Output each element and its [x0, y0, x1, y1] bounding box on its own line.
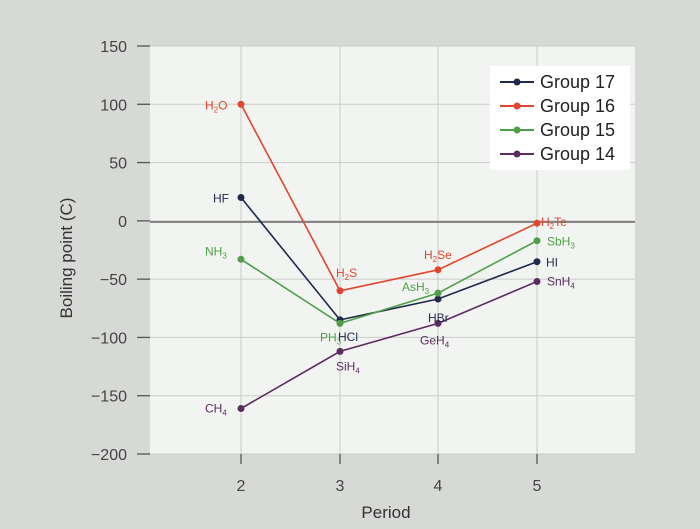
y-tick-label: −200	[91, 447, 127, 464]
point-label: NH3	[205, 244, 227, 260]
y-axis-title: Boiling point (C)	[57, 198, 76, 319]
data-point	[533, 237, 541, 245]
data-point	[533, 219, 541, 227]
point-label: H2Te	[541, 215, 567, 231]
legend-swatch-point	[513, 102, 521, 110]
point-label: HI	[546, 256, 558, 270]
legend-label: Group 17	[540, 72, 615, 92]
point-label: SbH3	[547, 235, 575, 251]
series-line-group-17	[240, 196, 538, 321]
series-line-group-15	[240, 239, 538, 325]
data-point	[533, 258, 541, 266]
point-label: SnH4	[547, 275, 575, 291]
point-label: CH4	[205, 402, 227, 418]
x-axis: 2 3 4 5	[237, 454, 542, 495]
x-tick-label: 4	[434, 478, 443, 495]
legend-label: Group 15	[540, 120, 615, 140]
data-point	[336, 287, 344, 295]
y-tick-label: 100	[100, 97, 127, 114]
legend-swatch-point	[513, 78, 521, 86]
point-label: PH3	[320, 330, 342, 346]
legend-label: Group 14	[540, 144, 615, 164]
data-point	[237, 194, 245, 201]
legend-box	[490, 66, 630, 170]
point-label: HBr	[428, 311, 449, 325]
data-point	[434, 289, 442, 297]
data-point	[533, 278, 541, 285]
data-point	[434, 295, 442, 303]
point-label: HCl	[338, 330, 358, 344]
y-tick-label: 0	[118, 214, 127, 231]
point-label: H2O	[205, 98, 227, 114]
data-point	[237, 100, 245, 108]
series-line-group-16	[240, 103, 538, 292]
y-tick-label: 50	[109, 156, 127, 173]
legend: Group 17 Group 16 Group 15 Group 14	[490, 66, 630, 170]
data-point	[336, 319, 344, 327]
legend-label: Group 16	[540, 96, 615, 116]
data-point	[434, 266, 442, 274]
x-axis-title: Period	[361, 503, 410, 522]
point-label: GeH4	[420, 333, 450, 349]
y-tick-label: −150	[91, 389, 127, 406]
x-tick-label: 5	[533, 478, 542, 495]
point-label: H2Se	[424, 248, 452, 264]
point-label: AsH3	[402, 280, 430, 296]
y-tick-label: −100	[91, 330, 127, 347]
data-point	[434, 319, 442, 327]
data-point	[237, 255, 245, 263]
x-tick-label: 3	[336, 478, 345, 495]
data-point	[336, 347, 344, 355]
x-tick-label: 2	[237, 478, 246, 495]
grid-lines	[150, 45, 635, 455]
legend-swatch-point	[513, 150, 521, 158]
y-axis: 150 100 50 0 −50 −100 −150 −200	[91, 39, 150, 464]
y-tick-label: 150	[100, 39, 127, 56]
point-labels: HF HCl HBr HI H2O H2S H2Se H2Te NH3 PH3 AsH3 SbH3 CH…	[205, 98, 575, 417]
y-tick-label: −50	[100, 272, 127, 289]
series-line-group-14	[240, 280, 538, 410]
point-label: SiH4	[336, 359, 360, 375]
point-label: HF	[213, 192, 229, 206]
point-label: H2S	[336, 266, 357, 282]
data-point	[237, 405, 245, 412]
legend-swatch-point	[513, 126, 521, 134]
series-layer	[237, 100, 541, 412]
